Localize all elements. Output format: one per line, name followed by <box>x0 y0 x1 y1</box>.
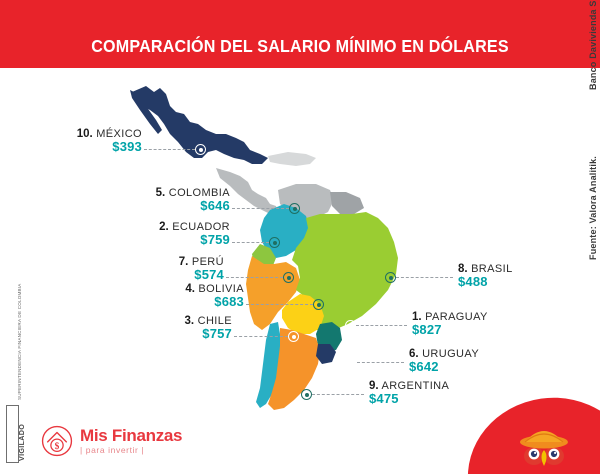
callout-ecuador-value: $759 <box>200 232 230 247</box>
svg-text:$: $ <box>55 441 60 452</box>
callout-colombia-rank: 5. <box>155 187 166 199</box>
source-label: Fuente: Valora Analitik. <box>588 156 598 260</box>
marker-uruguay <box>346 357 357 368</box>
callout-paraguay-rank: 1. <box>412 311 422 323</box>
callout-colombia: 5. COLOMBIA $646 <box>108 187 230 212</box>
leader-argentina <box>312 394 364 395</box>
header-band <box>0 0 600 68</box>
brand-name: Mis Finanzas <box>80 426 183 446</box>
mascot-bird-with-hat-icon <box>520 431 568 466</box>
callout-bolivia-value: $683 <box>214 294 244 309</box>
country-uruguay <box>316 344 336 364</box>
callout-uruguay-name: 6. URUGUAY <box>409 348 480 360</box>
mis-finanzas-house-dollar-icon: $ <box>41 425 73 457</box>
callout-argentina-value: $475 <box>369 391 399 406</box>
title-ppa: PPA <box>518 80 552 100</box>
callout-brasil-name: 8. BRASIL <box>458 263 513 275</box>
leader-brasil <box>396 277 453 278</box>
marker-chile <box>288 331 299 342</box>
marker-colombia <box>289 203 300 214</box>
leader-chile <box>234 336 288 337</box>
leader-uruguay <box>357 362 404 363</box>
leader-peru <box>226 277 283 278</box>
callout-uruguay: 6. URUGUAY $642 <box>409 348 529 373</box>
marker-peru <box>283 272 294 283</box>
leader-bolivia <box>246 304 313 305</box>
callout-brasil-rank: 8. <box>458 263 468 275</box>
callout-paraguay-name: 1. PARAGUAY <box>412 311 488 323</box>
country-other-guyanas <box>330 192 364 214</box>
callout-mexico-rank: 10. <box>76 128 93 140</box>
marker-brasil <box>385 272 396 283</box>
callout-mexico-value: $393 <box>112 139 142 154</box>
marker-mexico <box>195 144 206 155</box>
callout-chile-value: $757 <box>202 326 232 341</box>
callout-mexico-name: 10. MÉXICO <box>76 128 142 140</box>
callout-paraguay: 1. PARAGUAY $827 <box>412 311 532 336</box>
callout-peru-rank: 7. <box>178 256 189 268</box>
callout-brasil: 8. BRASIL $488 <box>458 263 578 288</box>
callout-bolivia-rank: 4. <box>185 283 195 295</box>
leader-colombia <box>232 208 289 209</box>
vigilado-box <box>6 405 19 463</box>
brand-tagline: | para invertir | <box>80 445 145 456</box>
country-other-caribbean <box>268 152 316 166</box>
callout-peru: 7. PERÚ $574 <box>102 256 224 281</box>
callout-uruguay-rank: 6. <box>409 348 419 360</box>
callout-chile-rank: 3. <box>184 315 195 327</box>
callout-brasil-value: $488 <box>458 274 488 289</box>
callout-chile: 3. CHILE $757 <box>110 315 232 340</box>
callout-argentina: 9. ARGENTINA $475 <box>369 380 489 405</box>
marker-argentina <box>301 389 312 400</box>
brand-logo: $ Mis Finanzas | para invertir | <box>40 424 183 458</box>
leader-mexico <box>144 149 195 150</box>
superintendencia-label: SUPERINTENDENCIA FINANCIERA DE COLOMBIA <box>17 283 22 400</box>
callout-ecuador-rank: 2. <box>159 221 169 233</box>
title-line-1: COMPARACIÓN DEL SALARIO MÍNIMO EN DÓLARE… <box>91 36 509 56</box>
country-mexico-baja <box>130 90 162 134</box>
marker-paraguay <box>345 320 356 331</box>
callout-argentina-rank: 9. <box>369 380 379 392</box>
callout-ecuador-name: 2. ECUADOR <box>159 221 230 233</box>
publisher-label: Banco Davivienda S.A. <box>588 0 598 90</box>
callout-colombia-name: 5. COLOMBIA <box>155 187 230 199</box>
callout-ecuador: 2. ECUADOR $759 <box>108 221 230 246</box>
leader-ecuador <box>232 242 269 243</box>
callout-peru-value: $574 <box>194 267 224 282</box>
country-other-central-america <box>216 168 278 214</box>
vigilado-label: VIGILADO <box>17 423 26 461</box>
callout-mexico: 10. MÉXICO $393 <box>20 128 142 153</box>
callout-uruguay-value: $642 <box>409 359 439 374</box>
callout-argentina-name: 9. ARGENTINA <box>369 380 450 392</box>
country-mexico <box>132 86 268 164</box>
leader-paraguay <box>356 325 407 326</box>
page-title: COMPARACIÓN DEL SALARIO MÍNIMO EN DÓLARE… <box>24 13 576 101</box>
marker-ecuador <box>269 237 280 248</box>
title-line-2-post: ) <box>551 80 557 100</box>
title-line-2-pre: DE ACUERDO CON LA PARIDAD DEL PODER ADQU… <box>43 80 519 100</box>
callout-chile-name: 3. CHILE <box>184 315 232 327</box>
callout-colombia-value: $646 <box>200 198 230 213</box>
brand-text: Mis Finanzas | para invertir | <box>80 426 183 456</box>
callout-bolivia-name: 4. BOLIVIA <box>185 283 244 295</box>
callout-peru-name: 7. PERÚ <box>178 256 224 268</box>
marker-bolivia <box>313 299 324 310</box>
callout-bolivia: 4. BOLIVIA $683 <box>122 283 244 308</box>
callout-paraguay-value: $827 <box>412 322 442 337</box>
country-argentina <box>268 328 320 410</box>
